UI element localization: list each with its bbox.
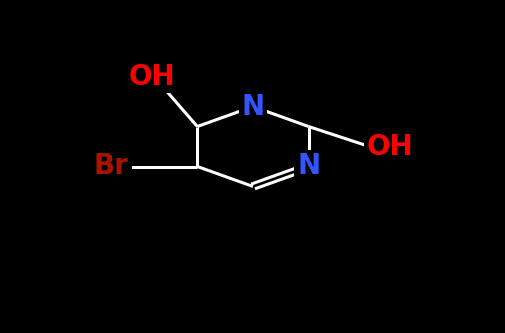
Text: N: N xyxy=(296,153,320,180)
Text: Br: Br xyxy=(94,153,128,180)
Text: N: N xyxy=(241,93,264,121)
Text: OH: OH xyxy=(366,133,412,161)
Text: OH: OH xyxy=(128,63,175,91)
